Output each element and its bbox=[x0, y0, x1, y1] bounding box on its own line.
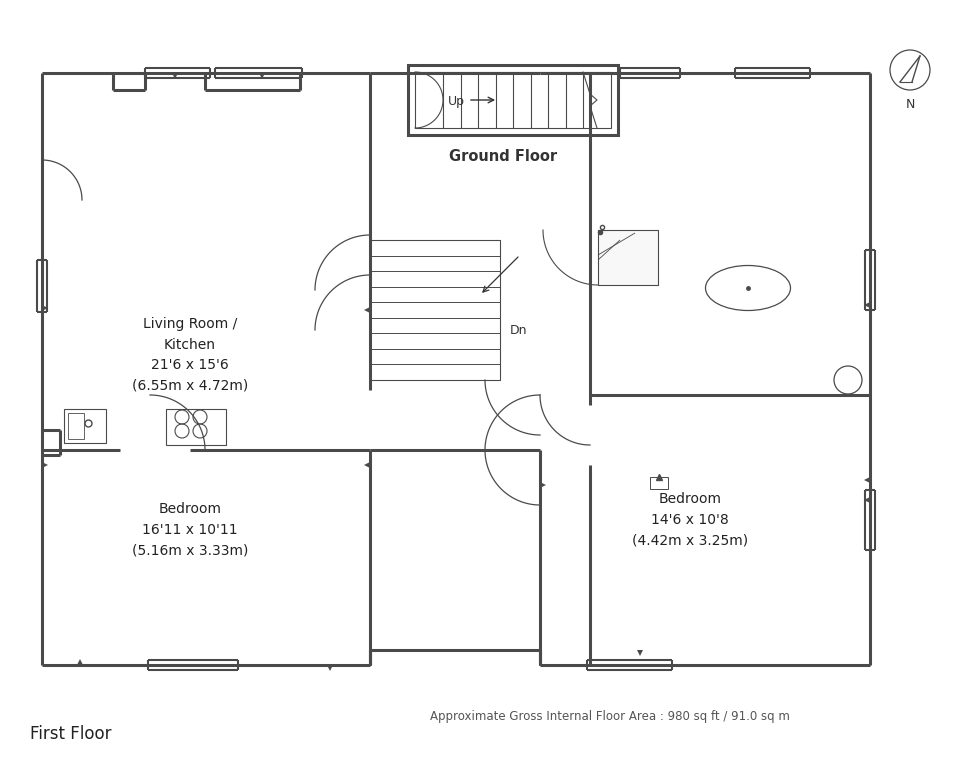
Bar bbox=[415, 72, 611, 128]
Text: First Floor: First Floor bbox=[30, 725, 112, 743]
Polygon shape bbox=[364, 307, 370, 313]
Bar bbox=[598, 230, 658, 285]
Polygon shape bbox=[77, 659, 83, 665]
Polygon shape bbox=[864, 302, 870, 308]
Bar bbox=[650, 477, 668, 489]
Text: Living Room /
Kitchen
21'6 x 15'6
(6.55m x 4.72m): Living Room / Kitchen 21'6 x 15'6 (6.55m… bbox=[132, 317, 248, 393]
Bar bbox=[64, 409, 106, 443]
Polygon shape bbox=[637, 650, 643, 656]
Text: Dn: Dn bbox=[510, 323, 527, 336]
Bar bbox=[370, 240, 500, 380]
Text: Ground Floor: Ground Floor bbox=[449, 149, 557, 164]
Polygon shape bbox=[42, 462, 48, 468]
Polygon shape bbox=[864, 477, 870, 483]
Polygon shape bbox=[259, 73, 265, 79]
Ellipse shape bbox=[706, 265, 791, 311]
Bar bbox=[68, 413, 84, 439]
Polygon shape bbox=[540, 482, 546, 488]
Text: Bedroom
14'6 x 10'8
(4.42m x 3.25m): Bedroom 14'6 x 10'8 (4.42m x 3.25m) bbox=[632, 492, 748, 547]
Polygon shape bbox=[864, 497, 870, 503]
Text: Up: Up bbox=[448, 94, 465, 107]
Polygon shape bbox=[172, 73, 178, 79]
Polygon shape bbox=[327, 665, 333, 671]
Polygon shape bbox=[364, 462, 370, 468]
Circle shape bbox=[834, 366, 862, 394]
Polygon shape bbox=[42, 305, 48, 311]
Text: N: N bbox=[906, 98, 914, 111]
Text: Approximate Gross Internal Floor Area : 980 sq ft / 91.0 sq m: Approximate Gross Internal Floor Area : … bbox=[430, 710, 790, 723]
Bar bbox=[408, 65, 618, 135]
Bar bbox=[166, 409, 226, 445]
Text: Bedroom
16'11 x 10'11
(5.16m x 3.33m): Bedroom 16'11 x 10'11 (5.16m x 3.33m) bbox=[132, 502, 248, 557]
